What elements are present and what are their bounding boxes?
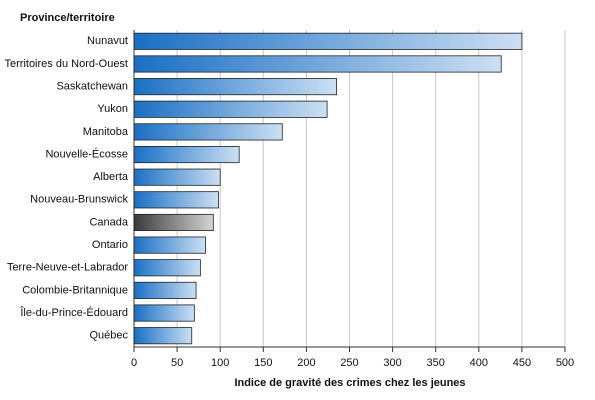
- x-tick-label: 50: [171, 357, 183, 369]
- y-tick-label: Terre-Neuve-et-Labrador: [7, 262, 128, 274]
- bar: [133, 168, 221, 186]
- x-tick-label: 350: [427, 357, 445, 369]
- x-tick-label: 200: [297, 357, 315, 369]
- bar: [133, 123, 283, 141]
- y-tick-label: Alberta: [93, 171, 129, 183]
- y-tick-label: Québec: [89, 330, 128, 342]
- y-tick-label: Colombie-Britannique: [22, 284, 128, 296]
- y-tick-label: Nunavut: [87, 35, 128, 47]
- bar: [133, 281, 197, 299]
- x-tick-label: 450: [513, 357, 531, 369]
- y-tick-label: Canada: [89, 216, 128, 228]
- y-tick-label: Nouveau-Brunswick: [30, 194, 128, 206]
- bar: [133, 327, 193, 345]
- bar: [133, 259, 201, 277]
- y-axis-title: Province/territoire: [20, 12, 115, 24]
- y-tick-label: Ontario: [92, 239, 128, 251]
- x-tick-label: 100: [211, 357, 229, 369]
- bar: [133, 213, 214, 232]
- x-axis-title: Indice de gravité des crimes chez les je…: [234, 377, 465, 389]
- bar: [133, 100, 328, 118]
- bar: [133, 78, 337, 96]
- bar: [133, 236, 206, 254]
- x-tick-label: 0: [131, 357, 137, 369]
- x-tick-label: 150: [254, 357, 272, 369]
- x-tick-label: 400: [470, 357, 488, 369]
- x-tick-label: 300: [383, 357, 401, 369]
- y-tick-label: Île-du-Prince-Édouard: [19, 306, 128, 319]
- bar: [133, 191, 219, 209]
- y-tick-label: Territoires du Nord-Ouest: [5, 58, 129, 70]
- y-tick-label: Manitoba: [83, 126, 129, 138]
- y-tick-label: Nouvelle-Écosse: [45, 147, 128, 160]
- y-tick-label: Saskatchewan: [56, 81, 128, 93]
- x-tick-label: 500: [556, 357, 574, 369]
- bar: [133, 32, 523, 50]
- bar: [133, 304, 195, 322]
- bar: [133, 55, 502, 73]
- y-tick-label: Yukon: [97, 103, 128, 115]
- x-tick-label: 250: [340, 357, 358, 369]
- bar: [133, 145, 240, 164]
